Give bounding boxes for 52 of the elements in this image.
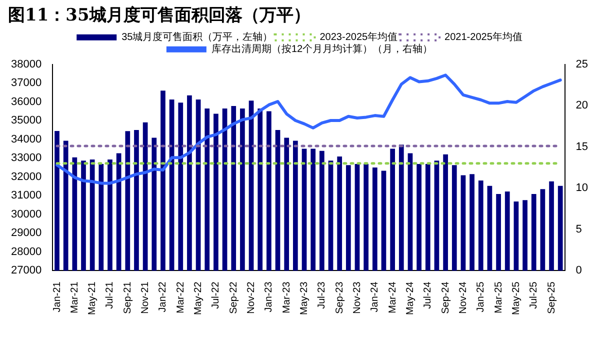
y2-tick-label: 5	[576, 223, 582, 236]
x-tick-label: Sep-24	[440, 281, 452, 314]
y-tick-label: 29000	[10, 227, 42, 240]
x-tick-label: Nov-23	[352, 281, 363, 314]
x-tick-label: Jan-23	[264, 281, 275, 312]
y-tick-label: 28000	[10, 246, 42, 258]
x-tick-label: Mar-23	[281, 281, 292, 314]
x-tick-label: May-25	[510, 281, 522, 316]
x-tick-label: Jul-23	[316, 281, 328, 309]
x-tick-label: Mar-25	[493, 281, 504, 314]
x-tick-label: Sep-23	[334, 281, 346, 314]
x-tick-label: Sep-25	[546, 281, 558, 314]
y-tick-label: 31000	[10, 190, 42, 202]
chart-title: 图11：35城月度可售面积回落（万平）	[8, 6, 310, 26]
x-tick-label: Jan-25	[476, 281, 487, 312]
y2-tick-label: 25	[576, 58, 588, 70]
y-tick-label: 34000	[10, 133, 42, 146]
x-tick-label: May-22	[193, 281, 204, 316]
x-tick-label: Mar-22	[175, 281, 186, 314]
x-tick-label: Nov-24	[458, 281, 469, 314]
x-tick-label: Jan-24	[370, 281, 381, 312]
x-tick-label: Nov-21	[140, 281, 152, 314]
y-tick-label: 32000	[10, 170, 42, 183]
y-tick-label: 38000	[10, 58, 42, 70]
x-tick-label: May-23	[299, 281, 310, 316]
y-tick-label: 27000	[10, 264, 42, 277]
x-tick-label: Sep-22	[228, 281, 240, 314]
y2-tick-label: 20	[576, 100, 588, 112]
x-tick-label: Mar-24	[387, 281, 398, 314]
y-tick-label: 30000	[10, 208, 42, 220]
x-tick-label: May-21	[87, 281, 98, 316]
x-tick-label: Jul-21	[104, 281, 116, 309]
legend-label: 2023-2025年均值	[320, 31, 398, 44]
y-tick-label: 33000	[10, 152, 42, 164]
x-tick-label: Mar-21	[69, 281, 80, 314]
x-tick-label: Jul-24	[422, 281, 434, 309]
x-tick-label: Jul-22	[210, 281, 222, 309]
x-tick-label: Jan-21	[52, 281, 63, 312]
y-tick-label: 35000	[10, 114, 42, 127]
y-tick-label: 36000	[10, 96, 42, 108]
legend-label: 2021-2025年均值	[444, 31, 522, 44]
x-tick-label: Jul-25	[528, 281, 540, 309]
x-tick-label: Sep-21	[122, 281, 134, 314]
y-tick-label: 37000	[10, 77, 42, 90]
x-tick-label: Nov-22	[246, 281, 258, 314]
legend-label: 35城月度可售面积（万平，左轴）	[122, 31, 273, 44]
y2-tick-label: 10	[576, 182, 588, 194]
legend-label: 库存出清周期（按12个月月均计算）（月，右轴）	[211, 43, 433, 56]
x-tick-label: May-24	[404, 281, 416, 316]
y2-tick-label: 0	[576, 264, 582, 277]
y2-tick-label: 15	[576, 140, 588, 153]
x-tick-label: Jan-22	[158, 281, 169, 312]
